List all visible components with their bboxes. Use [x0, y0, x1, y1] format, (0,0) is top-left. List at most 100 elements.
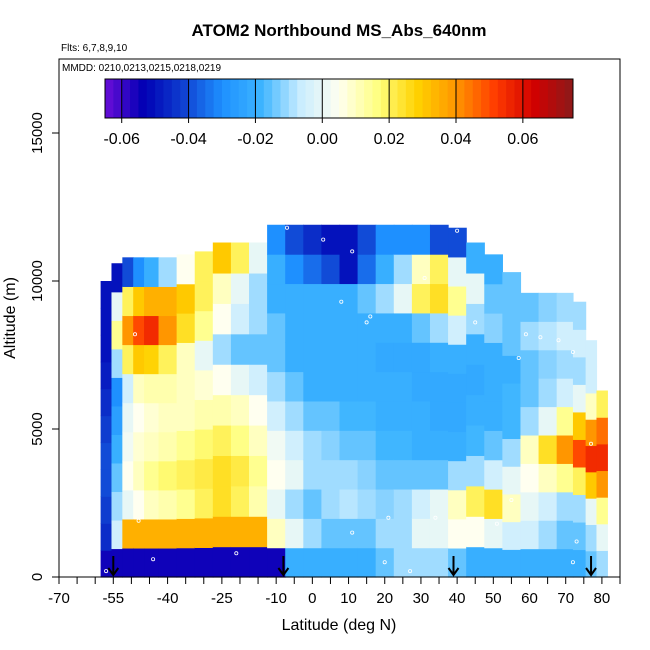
colorbar-swatch — [556, 79, 566, 118]
heatmap-cell — [429, 547, 449, 578]
heatmap-cell — [375, 283, 395, 314]
heatmap-cell — [375, 488, 395, 519]
heatmap-cell — [194, 429, 214, 460]
heatmap-cell — [303, 459, 323, 490]
heatmap-cell — [484, 401, 503, 431]
heatmap-cell — [448, 344, 467, 374]
colorbar-swatch — [339, 79, 348, 118]
heatmap-cell — [429, 283, 449, 314]
heatmap-cell — [194, 458, 214, 489]
heatmap-cell — [230, 394, 250, 426]
heatmap-cell — [212, 546, 232, 578]
heatmap-cell — [393, 371, 413, 402]
y-tick-label: 0 — [29, 573, 46, 581]
heatmap-cell — [249, 242, 268, 274]
heatmap-cell — [303, 342, 323, 373]
flights-note: Flts: 6,7,8,9,10 — [61, 43, 128, 54]
heatmap-cell — [556, 349, 574, 379]
heatmap-cell — [572, 384, 587, 413]
heatmap-cell — [144, 547, 160, 578]
heatmap-cell — [267, 430, 286, 461]
heatmap-cell — [572, 549, 587, 578]
sample-point — [136, 518, 141, 523]
heatmap-cell — [144, 431, 160, 462]
heatmap-cell — [111, 405, 123, 435]
heatmap-cell — [411, 430, 431, 461]
heatmap-cell — [411, 518, 431, 549]
heatmap-cell — [357, 518, 377, 549]
x-tick-label: 20 — [376, 590, 393, 607]
heatmap-cell — [556, 321, 574, 351]
heatmap-cell — [249, 272, 268, 304]
heatmap-cell — [393, 488, 413, 519]
heatmap-cell — [585, 419, 598, 447]
sample-point — [473, 320, 478, 325]
colorbar-swatch — [430, 79, 440, 118]
sample-point — [574, 539, 579, 544]
heatmap-cell — [538, 491, 558, 521]
chart-title: ATOM2 Northbound MS_Abs_640nm — [191, 21, 486, 40]
colorbar-swatch — [222, 79, 231, 118]
heatmap-cell — [111, 548, 123, 578]
sample-point — [350, 249, 355, 254]
heatmap-cell — [100, 388, 113, 417]
x-tick-label: -25 — [211, 590, 233, 607]
heatmap-cell — [249, 364, 268, 396]
heatmap-cell — [212, 394, 232, 426]
heatmap-cell — [176, 489, 196, 519]
heatmap-cell — [357, 400, 377, 431]
heatmap-cell — [133, 286, 145, 317]
colorbar-tick-label: 0.06 — [507, 131, 538, 148]
colorbar-tick-label: -0.06 — [103, 131, 140, 148]
heatmap-cell — [556, 292, 574, 322]
colorbar-tick-label: 0.00 — [307, 131, 338, 148]
heatmap-cell — [429, 430, 449, 461]
heatmap-cell — [538, 321, 558, 351]
heatmap-cell — [111, 291, 123, 321]
heatmap-cell — [176, 518, 196, 549]
heatmap-cell — [285, 488, 304, 519]
heatmap-cell — [538, 292, 558, 322]
colorbar-swatch — [238, 79, 248, 118]
heatmap-cell — [321, 312, 341, 343]
sample-point — [494, 521, 499, 526]
x-axis-label: Latitude (deg N) — [282, 617, 397, 634]
heatmap-cell — [375, 459, 395, 490]
heatmap-cell — [429, 224, 449, 255]
colorbar-swatch — [481, 79, 490, 118]
heatmap-cell — [176, 547, 196, 578]
colorbar-swatch — [155, 79, 164, 118]
heatmap-cell — [502, 438, 522, 467]
heatmap-cell — [556, 463, 574, 493]
heatmap-cell — [194, 251, 214, 282]
heatmap-cell — [411, 400, 431, 431]
heatmap-cell — [429, 371, 449, 402]
heatmap-cell — [267, 254, 286, 285]
heatmap-cell — [100, 415, 113, 444]
heatmap-cell — [249, 303, 268, 335]
heatmap-cell — [484, 313, 503, 343]
colorbar-swatch — [146, 79, 156, 118]
heatmap-cell — [267, 342, 286, 373]
colorbar-swatch — [313, 79, 323, 118]
heatmap-cell — [538, 463, 558, 493]
heatmap-cell — [429, 342, 449, 373]
heatmap-cell — [572, 521, 587, 551]
sample-point — [151, 557, 156, 562]
colorbar-swatch — [213, 79, 223, 118]
flight-arrow-head — [447, 567, 460, 577]
sample-point — [350, 530, 355, 535]
x-tick-label: -10 — [265, 590, 287, 607]
heatmap-cell — [249, 333, 268, 365]
heatmap-cell — [339, 371, 359, 402]
sample-point — [364, 320, 369, 325]
colorbar-swatch — [255, 79, 265, 118]
heatmap-cell — [267, 459, 286, 490]
heatmap-cell — [285, 400, 304, 431]
heatmap-cell — [375, 312, 395, 343]
heatmap-cell — [596, 523, 608, 551]
colorbar-swatch — [263, 79, 273, 118]
heatmap-cell — [100, 334, 113, 363]
heatmap-cell — [429, 400, 449, 431]
heatmap-cell — [249, 424, 268, 456]
